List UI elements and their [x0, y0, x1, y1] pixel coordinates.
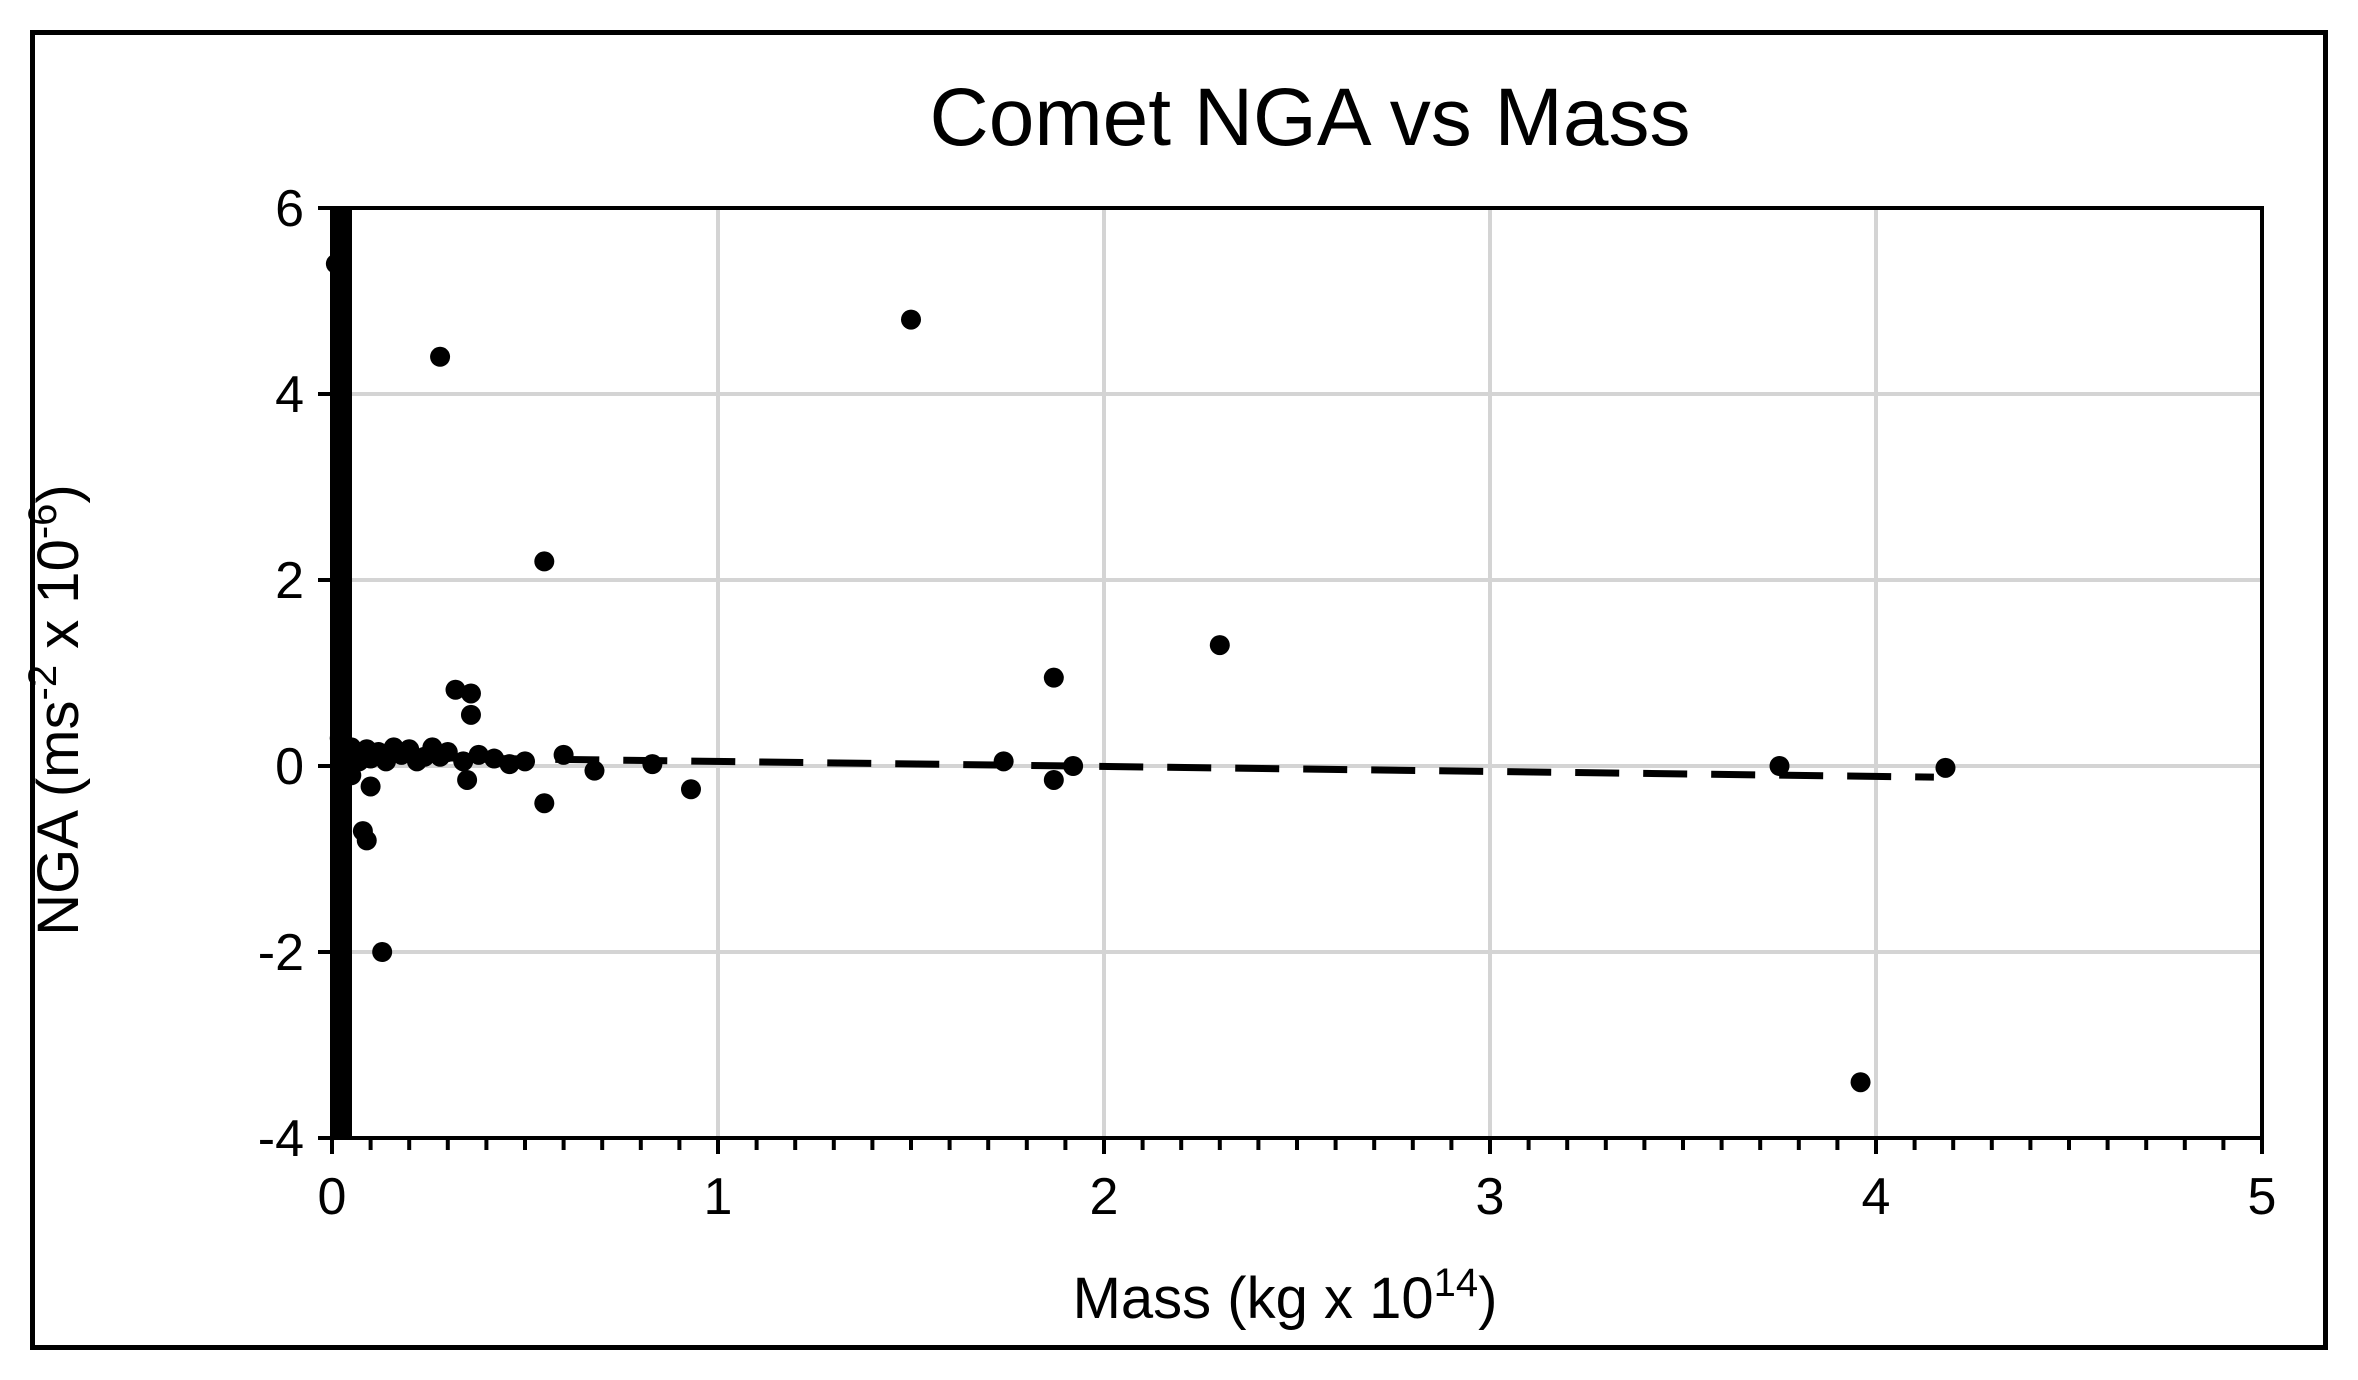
data-point: [457, 769, 478, 790]
x-tick-label: 2: [1090, 1168, 1119, 1226]
y-axis-label-end: ): [26, 484, 91, 503]
data-point: [445, 679, 466, 700]
data-point: [515, 751, 535, 772]
data-point: [993, 751, 1014, 772]
y-tick-label: 6: [275, 180, 304, 238]
data-point: [1043, 667, 1064, 688]
trendline-dashed: [351, 753, 1934, 781]
trendline: [351, 753, 1934, 781]
y-tick-label: 4: [275, 366, 304, 424]
data-point: [460, 704, 481, 725]
x-axis-label-text: Mass (kg x 10: [1073, 1266, 1434, 1331]
data-point: [325, 253, 346, 274]
data-point: [360, 776, 381, 797]
y-axis-label-sup-1: -2: [21, 665, 65, 701]
data-point: [901, 309, 921, 330]
data-point: [484, 748, 505, 769]
x-tick-label: 4: [1862, 1168, 1891, 1226]
data-point: [1850, 1072, 1871, 1093]
y-axis-label: NGA (ms-2 x 10-6): [21, 484, 91, 935]
y-tick-label: 0: [275, 738, 304, 796]
data-point: [584, 760, 605, 781]
plot-border: [330, 206, 2264, 1140]
data-point: [1935, 757, 1956, 778]
x-tick-label: 0: [318, 1168, 347, 1226]
data-point: [437, 742, 458, 763]
chart-frame: [30, 30, 2328, 1350]
chart-title: Comet NGA vs Mass: [930, 72, 1691, 163]
x-axis-label-sup: 14: [1434, 1261, 1479, 1305]
data-point: [499, 754, 520, 775]
data-point: [430, 346, 451, 367]
data-point: [1063, 756, 1084, 776]
data-point: [534, 793, 555, 814]
y-axis-line: [332, 208, 352, 1138]
tick-labels: -4 -2 0 2 4 6 0 1 2 3 4 5: [258, 180, 2277, 1226]
y-axis-label-sup-2: -6: [21, 504, 65, 540]
y-axis-label-middle: x 10: [26, 539, 91, 665]
data-point: [1769, 756, 1790, 776]
grid-lines: [332, 206, 2264, 1138]
data-point: [680, 779, 701, 800]
x-tick-label: 5: [2248, 1168, 2277, 1226]
data-point: [553, 744, 574, 765]
y-tick-label: 2: [275, 552, 304, 610]
data-point: [1209, 635, 1230, 656]
data-point: [356, 830, 377, 851]
data-point: [1043, 769, 1064, 790]
x-tick-label: 1: [704, 1168, 733, 1226]
data-point: [341, 765, 362, 786]
x-tick-label: 3: [1476, 1168, 1505, 1226]
data-points: [325, 253, 1956, 1093]
y-axis-label-text: NGA (ms: [26, 701, 91, 936]
data-point: [642, 754, 663, 775]
x-axis-label-end: ): [1478, 1266, 1497, 1331]
y-tick-label: -4: [258, 1110, 304, 1168]
x-axis-label: Mass (kg x 1014): [1073, 1261, 1498, 1331]
data-point: [372, 942, 393, 962]
data-point: [468, 744, 489, 765]
data-point: [534, 551, 555, 572]
axes: [318, 206, 2264, 1154]
data-point: [460, 683, 481, 704]
y-tick-label: -2: [258, 924, 304, 982]
data-point: [453, 751, 474, 772]
